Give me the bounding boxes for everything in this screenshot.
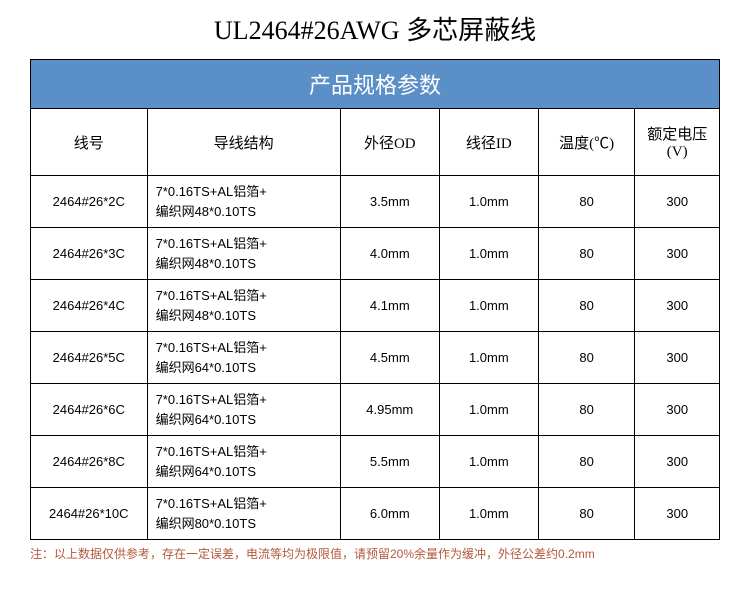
cell-voltage: 300 [635,332,720,384]
cell-id: 1.0mm [439,332,538,384]
cell-od: 3.5mm [340,176,439,228]
cell-od: 4.95mm [340,384,439,436]
cell-wire-no: 2464#26*5C [31,332,148,384]
table-row: 2464#26*3C7*0.16TS+AL铝箔+编织网48*0.10TS4.0m… [31,228,720,280]
cell-id: 1.0mm [439,176,538,228]
cell-structure-line1: 7*0.16TS+AL铝箔+ [156,390,332,410]
cell-structure-line2: 编织网64*0.10TS [156,358,332,378]
cell-id: 1.0mm [439,436,538,488]
cell-temp: 80 [538,436,635,488]
cell-wire-no: 2464#26*8C [31,436,148,488]
table-row: 2464#26*2C7*0.16TS+AL铝箔+编织网48*0.10TS3.5m… [31,176,720,228]
cell-structure-line2: 编织网64*0.10TS [156,462,332,482]
cell-structure-line1: 7*0.16TS+AL铝箔+ [156,182,332,202]
cell-structure: 7*0.16TS+AL铝箔+编织网48*0.10TS [147,280,340,332]
cell-structure: 7*0.16TS+AL铝箔+编织网64*0.10TS [147,436,340,488]
footnote-text: 注：以上数据仅供参考，存在一定误差，电流等均为极限值，请预留20%余量作为缓冲，… [30,546,720,563]
col-header-temp: 温度(℃) [538,109,635,176]
cell-temp: 80 [538,176,635,228]
cell-od: 5.5mm [340,436,439,488]
cell-id: 1.0mm [439,280,538,332]
col-header-structure: 导线结构 [147,109,340,176]
cell-od: 4.1mm [340,280,439,332]
cell-structure-line1: 7*0.16TS+AL铝箔+ [156,442,332,462]
cell-temp: 80 [538,280,635,332]
cell-structure: 7*0.16TS+AL铝箔+编织网64*0.10TS [147,332,340,384]
cell-temp: 80 [538,384,635,436]
cell-id: 1.0mm [439,488,538,540]
table-row: 2464#26*4C7*0.16TS+AL铝箔+编织网48*0.10TS4.1m… [31,280,720,332]
cell-structure: 7*0.16TS+AL铝箔+编织网48*0.10TS [147,228,340,280]
cell-structure-line1: 7*0.16TS+AL铝箔+ [156,234,332,254]
cell-voltage: 300 [635,228,720,280]
cell-structure: 7*0.16TS+AL铝箔+编织网80*0.10TS [147,488,340,540]
cell-structure-line1: 7*0.16TS+AL铝箔+ [156,338,332,358]
cell-temp: 80 [538,228,635,280]
cell-wire-no: 2464#26*4C [31,280,148,332]
table-row: 2464#26*6C7*0.16TS+AL铝箔+编织网64*0.10TS4.95… [31,384,720,436]
cell-structure-line1: 7*0.16TS+AL铝箔+ [156,494,332,514]
cell-wire-no: 2464#26*6C [31,384,148,436]
column-header-row: 线号 导线结构 外径OD 线径ID 温度(℃) 额定电压(V) [31,109,720,176]
cell-structure-line2: 编织网64*0.10TS [156,410,332,430]
page-title: UL2464#26AWG 多芯屏蔽线 [30,10,720,47]
cell-od: 4.5mm [340,332,439,384]
col-header-od: 外径OD [340,109,439,176]
cell-structure-line2: 编织网48*0.10TS [156,254,332,274]
table-body: 2464#26*2C7*0.16TS+AL铝箔+编织网48*0.10TS3.5m… [31,176,720,540]
cell-wire-no: 2464#26*10C [31,488,148,540]
cell-voltage: 300 [635,488,720,540]
cell-id: 1.0mm [439,384,538,436]
cell-structure-line2: 编织网80*0.10TS [156,514,332,534]
cell-structure: 7*0.16TS+AL铝箔+编织网48*0.10TS [147,176,340,228]
spec-table: 产品规格参数 线号 导线结构 外径OD 线径ID 温度(℃) 额定电压(V) 2… [30,59,720,540]
cell-voltage: 300 [635,280,720,332]
table-row: 2464#26*5C7*0.16TS+AL铝箔+编织网64*0.10TS4.5m… [31,332,720,384]
cell-structure-line2: 编织网48*0.10TS [156,202,332,222]
table-row: 2464#26*8C7*0.16TS+AL铝箔+编织网64*0.10TS5.5m… [31,436,720,488]
table-title-row: 产品规格参数 [31,60,720,109]
col-header-id: 线径ID [439,109,538,176]
spec-table-container: 产品规格参数 线号 导线结构 外径OD 线径ID 温度(℃) 额定电压(V) 2… [30,59,720,540]
cell-structure-line2: 编织网48*0.10TS [156,306,332,326]
cell-temp: 80 [538,332,635,384]
cell-od: 4.0mm [340,228,439,280]
cell-voltage: 300 [635,384,720,436]
cell-wire-no: 2464#26*3C [31,228,148,280]
cell-od: 6.0mm [340,488,439,540]
cell-voltage: 300 [635,176,720,228]
cell-temp: 80 [538,488,635,540]
col-header-voltage: 额定电压(V) [635,109,720,176]
cell-wire-no: 2464#26*2C [31,176,148,228]
col-header-wire-no: 线号 [31,109,148,176]
table-title-cell: 产品规格参数 [31,60,720,109]
cell-structure: 7*0.16TS+AL铝箔+编织网64*0.10TS [147,384,340,436]
cell-id: 1.0mm [439,228,538,280]
table-row: 2464#26*10C7*0.16TS+AL铝箔+编织网80*0.10TS6.0… [31,488,720,540]
cell-structure-line1: 7*0.16TS+AL铝箔+ [156,286,332,306]
cell-voltage: 300 [635,436,720,488]
